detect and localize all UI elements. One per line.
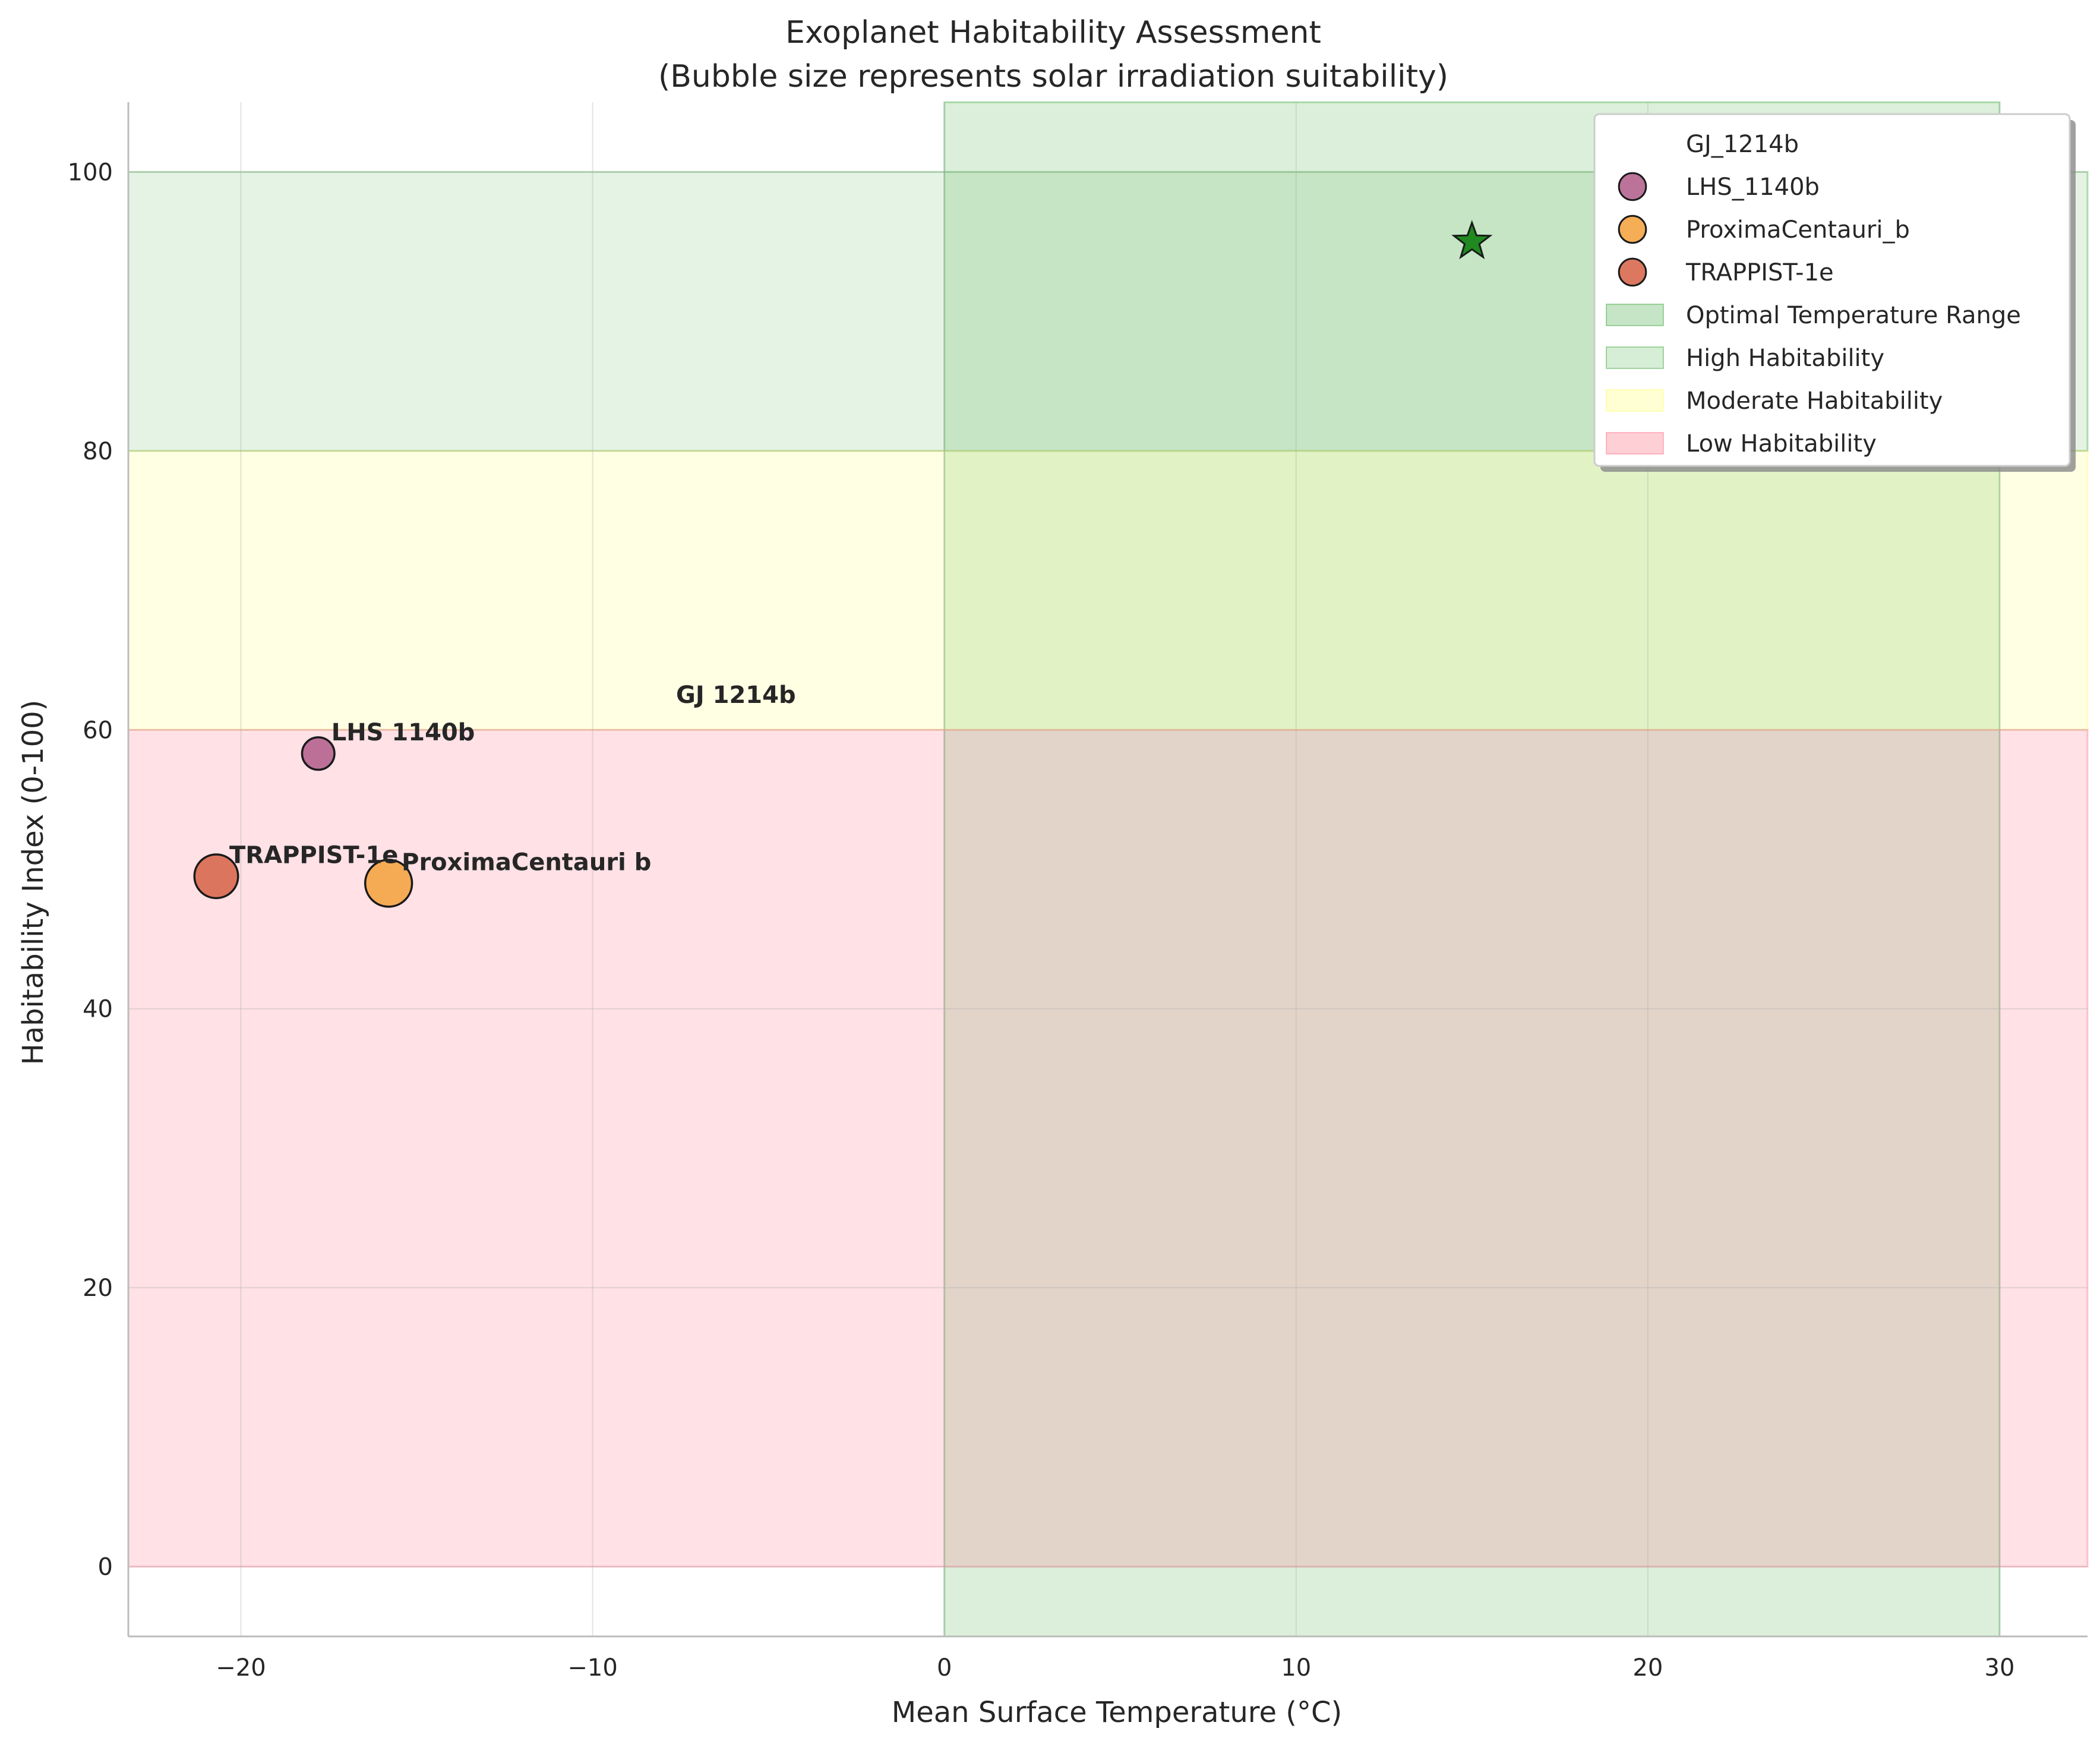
legend: GJ_1214b LHS_1140b ProximaCentauri_b TRAPPI… xyxy=(1593,113,2076,472)
x-tick-label: 10 xyxy=(1281,1654,1311,1682)
legend-swatch-low-habitability xyxy=(1606,432,1664,455)
x-tick-label: 20 xyxy=(1632,1654,1663,1682)
legend-label-optimal-temperature-range: Optimal Temperature Range xyxy=(1686,302,2021,329)
region-low-habitability xyxy=(127,728,2089,1568)
point-labels-layer: GJ 1214b LHS 1140b ProximaCentauri bTRAPPI… xyxy=(229,682,796,876)
legend-frame xyxy=(1593,113,2071,467)
x-tick-label: 0 xyxy=(937,1654,952,1682)
y-tick-label: 100 xyxy=(68,159,113,186)
legend-marker-trappist-1e xyxy=(1618,257,1647,287)
legend-label-proximacentauri-b: ProximaCentauri_b xyxy=(1686,216,1910,244)
y-tick-label: 60 xyxy=(83,717,113,744)
point-trappist-1e xyxy=(193,853,239,900)
point-lhs-1140b xyxy=(301,736,336,771)
y-tick-label: 80 xyxy=(83,438,113,465)
legend-marker-lhs-1140b xyxy=(1618,172,1647,201)
legend-swatch-high-habitability xyxy=(1606,346,1664,369)
legend-items: GJ_1214b LHS_1140b ProximaCentauri_b TRAPPI… xyxy=(1606,131,2021,458)
x-tick-label: −10 xyxy=(567,1654,617,1682)
reference-star-marker xyxy=(1451,220,1493,260)
y-tick-label: 40 xyxy=(83,996,113,1023)
legend-label-moderate-habitability: Moderate Habitability xyxy=(1686,387,1943,415)
points-layer xyxy=(193,220,1493,908)
point-label-lhs-1140b: LHS 1140b xyxy=(331,719,475,746)
legend-marker-proximacentauri-b xyxy=(1618,215,1647,244)
y-axis-label: Habitability Index (0-100) xyxy=(17,700,50,1065)
legend-label-gj-1214b: GJ_1214b xyxy=(1686,131,1799,158)
point-label-proximacentauri-b: ProximaCentauri b xyxy=(402,849,651,876)
legend-label-high-habitability: High Habitability xyxy=(1686,345,1884,372)
point-label-gj-1214b: GJ 1214b xyxy=(676,682,796,709)
legend-swatch-moderate-habitability xyxy=(1606,389,1664,412)
grid-layer xyxy=(128,102,2088,1636)
x-tick-label: −20 xyxy=(216,1654,266,1682)
ticks-layer: −20 −10 0 10 20 30 0 20 40 60 80 100 xyxy=(68,159,2015,1682)
y-tick-label: 0 xyxy=(98,1554,113,1581)
legend-swatch-optimal-temperature-range xyxy=(1606,304,1664,326)
legend-label-low-habitability: Low Habitability xyxy=(1686,430,1877,458)
legend-label-lhs-1140b: LHS_1140b xyxy=(1686,174,1820,201)
y-tick-label: 20 xyxy=(83,1275,113,1302)
point-label-trappist-1e: TRAPPIST-1e xyxy=(229,842,398,869)
region-moderate-habitability xyxy=(127,450,2089,731)
x-tick-label: 30 xyxy=(1985,1654,2015,1682)
legend-label-trappist-1e: TRAPPIST-1e xyxy=(1685,259,1834,286)
point-proximacentauri-b xyxy=(364,859,413,908)
chart-title-line-2: (Bubble size represents solar irradiatio… xyxy=(658,59,1448,94)
spines-layer xyxy=(127,102,2088,1638)
chart-title-line-1: Exoplanet Habitability Assessment xyxy=(785,15,1321,51)
x-axis-label: Mean Surface Temperature (°C) xyxy=(892,1696,1342,1729)
